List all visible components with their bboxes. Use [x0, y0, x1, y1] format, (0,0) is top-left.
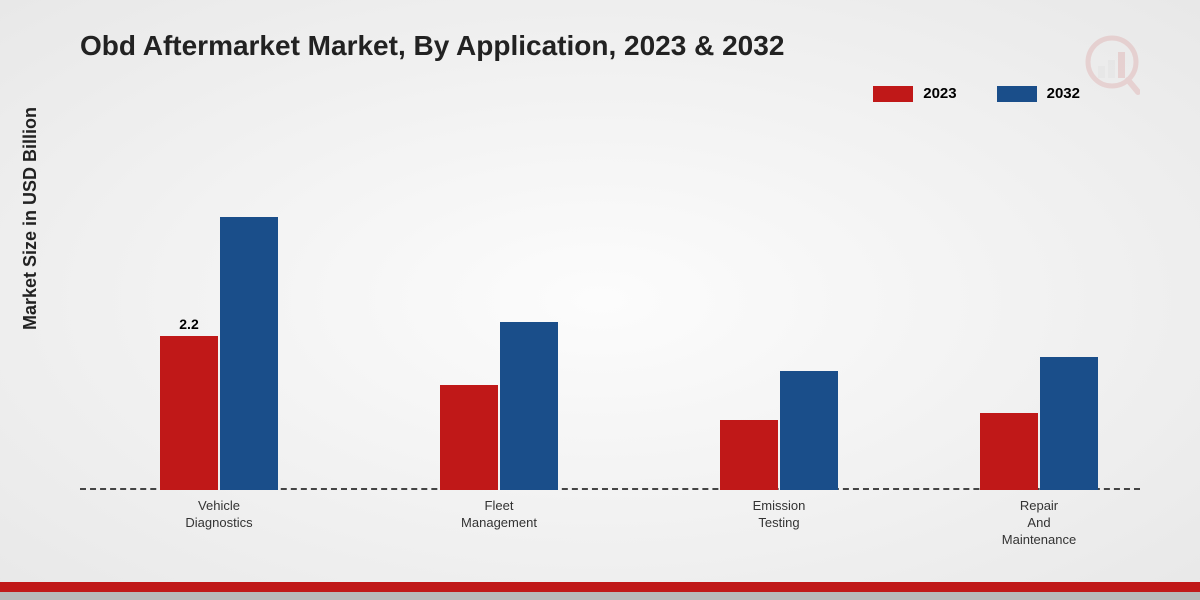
bar-group: RepairAndMaintenance	[980, 357, 1098, 490]
bar	[720, 420, 778, 490]
footer-gray-stripe	[0, 592, 1200, 600]
bar-group: 2.2VehicleDiagnostics	[160, 217, 278, 490]
bar: 2.2	[160, 336, 218, 490]
legend-swatch-2032	[997, 86, 1037, 102]
legend-item-2032: 2032	[997, 85, 1080, 102]
bar-group: FleetManagement	[440, 322, 558, 490]
bar-value-label: 2.2	[160, 316, 218, 336]
chart-title: Obd Aftermarket Market, By Application, …	[80, 30, 784, 62]
watermark-logo	[1070, 30, 1140, 105]
legend-label-2023: 2023	[923, 85, 956, 102]
legend: 2023 2032	[873, 85, 1080, 102]
x-axis-label: VehicleDiagnostics	[139, 490, 299, 532]
x-axis-label: EmissionTesting	[699, 490, 859, 532]
footer-bar	[0, 582, 1200, 600]
bar	[440, 385, 498, 490]
x-axis-label: FleetManagement	[419, 490, 579, 532]
bar	[780, 371, 838, 490]
bar	[980, 413, 1038, 490]
legend-item-2023: 2023	[873, 85, 956, 102]
bar	[220, 217, 278, 490]
legend-label-2032: 2032	[1047, 85, 1080, 102]
legend-swatch-2023	[873, 86, 913, 102]
plot-area: 2.2VehicleDiagnostics FleetManagement Emis…	[80, 140, 1140, 490]
y-axis-label: Market Size in USD Billion	[20, 107, 41, 330]
x-axis-label: RepairAndMaintenance	[959, 490, 1119, 549]
bar-group: EmissionTesting	[720, 371, 838, 490]
bar	[500, 322, 558, 490]
bar	[1040, 357, 1098, 490]
footer-red-stripe	[0, 582, 1200, 592]
